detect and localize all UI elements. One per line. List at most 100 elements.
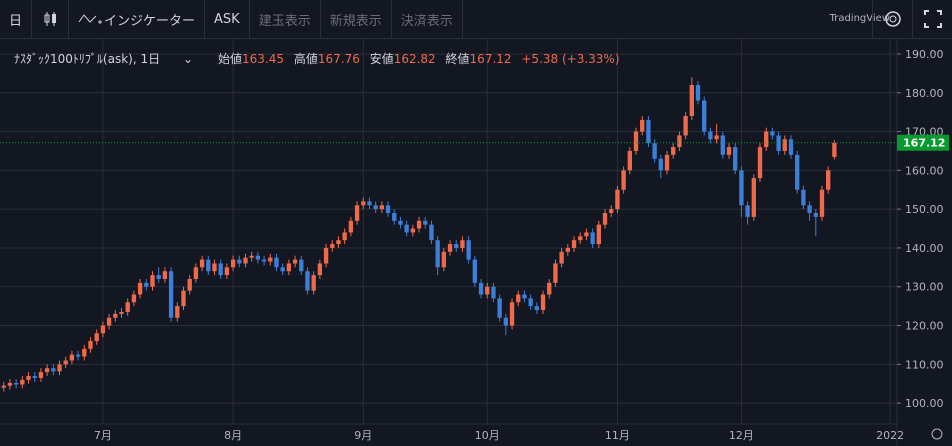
settings[interactable] <box>872 0 913 38</box>
candle-body <box>813 213 818 217</box>
y-tick-label: 120.00 <box>905 320 944 333</box>
candle-body <box>416 220 422 229</box>
candle-body <box>807 205 812 214</box>
toggle[interactable]: 建玉表示 <box>250 0 321 38</box>
candle-body <box>348 220 354 233</box>
candle-body <box>460 240 465 248</box>
candle-body <box>249 255 254 258</box>
x-tick-label: 11月 <box>605 429 630 442</box>
toolbar: 日 インジケーター ASK 建玉表示 新規表示 決済表示 TradingView <box>0 0 952 39</box>
candle-body <box>609 209 614 214</box>
candle-body <box>212 263 217 272</box>
candle-body <box>671 147 676 155</box>
y-tick-label: 140.00 <box>905 242 944 255</box>
chart: ﾅｽﾀﾞｯｸ100ﾄﾘﾌﾟﾙ(ask), 1日 ⌄ 始値163.45 高値167… <box>0 39 949 446</box>
candle-body <box>156 275 161 279</box>
candle-body <box>584 232 589 237</box>
x-tick-label: 9月 <box>354 429 372 442</box>
candle-body <box>658 158 663 171</box>
candle-body <box>26 375 31 380</box>
fullscreen[interactable] <box>912 0 952 38</box>
candle-body <box>38 372 44 378</box>
candle-body <box>733 147 738 171</box>
candle-body <box>819 189 825 217</box>
candle-body <box>237 259 242 264</box>
candle-body <box>776 135 781 151</box>
candle-body <box>243 257 248 264</box>
candle-body <box>32 375 37 378</box>
candle-body <box>472 259 478 283</box>
candle-body <box>268 257 273 262</box>
candle-body <box>100 325 106 334</box>
candle-body <box>181 290 186 307</box>
y-tick-label: 180.00 <box>905 87 944 100</box>
candle-body <box>299 259 304 272</box>
candle-body <box>714 135 719 140</box>
last-price-label: 167.12 <box>903 137 945 150</box>
screenshot-button[interactable] <box>931 428 943 440</box>
candle-body <box>615 189 620 210</box>
candle-body <box>57 364 62 372</box>
change: +5.38 (+3.33%) <box>521 52 619 66</box>
candle-body <box>137 282 143 295</box>
candle-body <box>317 263 323 276</box>
y-tick-label: 110.00 <box>905 358 944 371</box>
candle-body <box>218 263 223 276</box>
y-tick-label: 150.00 <box>905 203 944 216</box>
candle-body <box>832 142 837 157</box>
candle-body <box>485 286 490 295</box>
candle-body <box>540 294 546 311</box>
candle-body <box>534 306 540 311</box>
candle-body <box>751 178 756 217</box>
candle-body <box>596 224 601 245</box>
candle-body <box>826 170 831 190</box>
candle-body <box>447 244 453 252</box>
candle-body <box>150 275 155 287</box>
candle-body <box>571 240 577 248</box>
toggle[interactable]: 新規表示 <box>321 0 392 38</box>
candle-body <box>75 354 81 357</box>
candle-body <box>708 131 713 140</box>
y-tick-label: 130.00 <box>905 281 944 294</box>
toggle[interactable]: 決済表示 <box>392 0 463 38</box>
candle-body <box>305 271 310 291</box>
label: 始値 <box>218 51 242 66</box>
indicators[interactable]: インジケーター <box>69 0 206 38</box>
candle-body <box>677 135 682 148</box>
candle-body <box>292 259 298 264</box>
value: 163.45 <box>242 52 284 66</box>
candle-body <box>361 201 366 206</box>
x-tick-label: 8月 <box>224 429 242 442</box>
value: 162.82 <box>394 52 436 66</box>
icon <box>78 14 103 24</box>
chart-type[interactable] <box>32 0 70 38</box>
candle-body <box>764 131 769 148</box>
candle-body <box>726 147 732 155</box>
candle-body <box>373 205 378 210</box>
candle-body <box>553 263 558 283</box>
candle-body <box>435 240 440 268</box>
x-tick-label: 12月 <box>729 429 754 442</box>
candle-body <box>410 228 416 233</box>
candle-body <box>44 368 50 373</box>
ask[interactable]: ASK <box>205 0 250 38</box>
candle-body <box>168 271 174 318</box>
candle-body <box>646 119 651 144</box>
candle-body <box>398 220 403 225</box>
interval[interactable]: 日 <box>0 0 33 38</box>
candle-body <box>528 298 533 307</box>
value: 167.12 <box>470 52 512 66</box>
label: 安値 <box>370 51 394 66</box>
candle-body <box>565 247 571 252</box>
candle-body <box>88 341 93 349</box>
candle-body <box>423 220 428 225</box>
candle-body <box>187 278 192 291</box>
candle-body <box>311 275 316 291</box>
candle-body <box>119 311 124 314</box>
candle-body <box>63 360 68 365</box>
candle-body <box>689 85 694 117</box>
chevron[interactable]: ⌄ <box>183 52 193 66</box>
candle-body <box>627 150 632 171</box>
brand: TradingView <box>829 13 890 24</box>
